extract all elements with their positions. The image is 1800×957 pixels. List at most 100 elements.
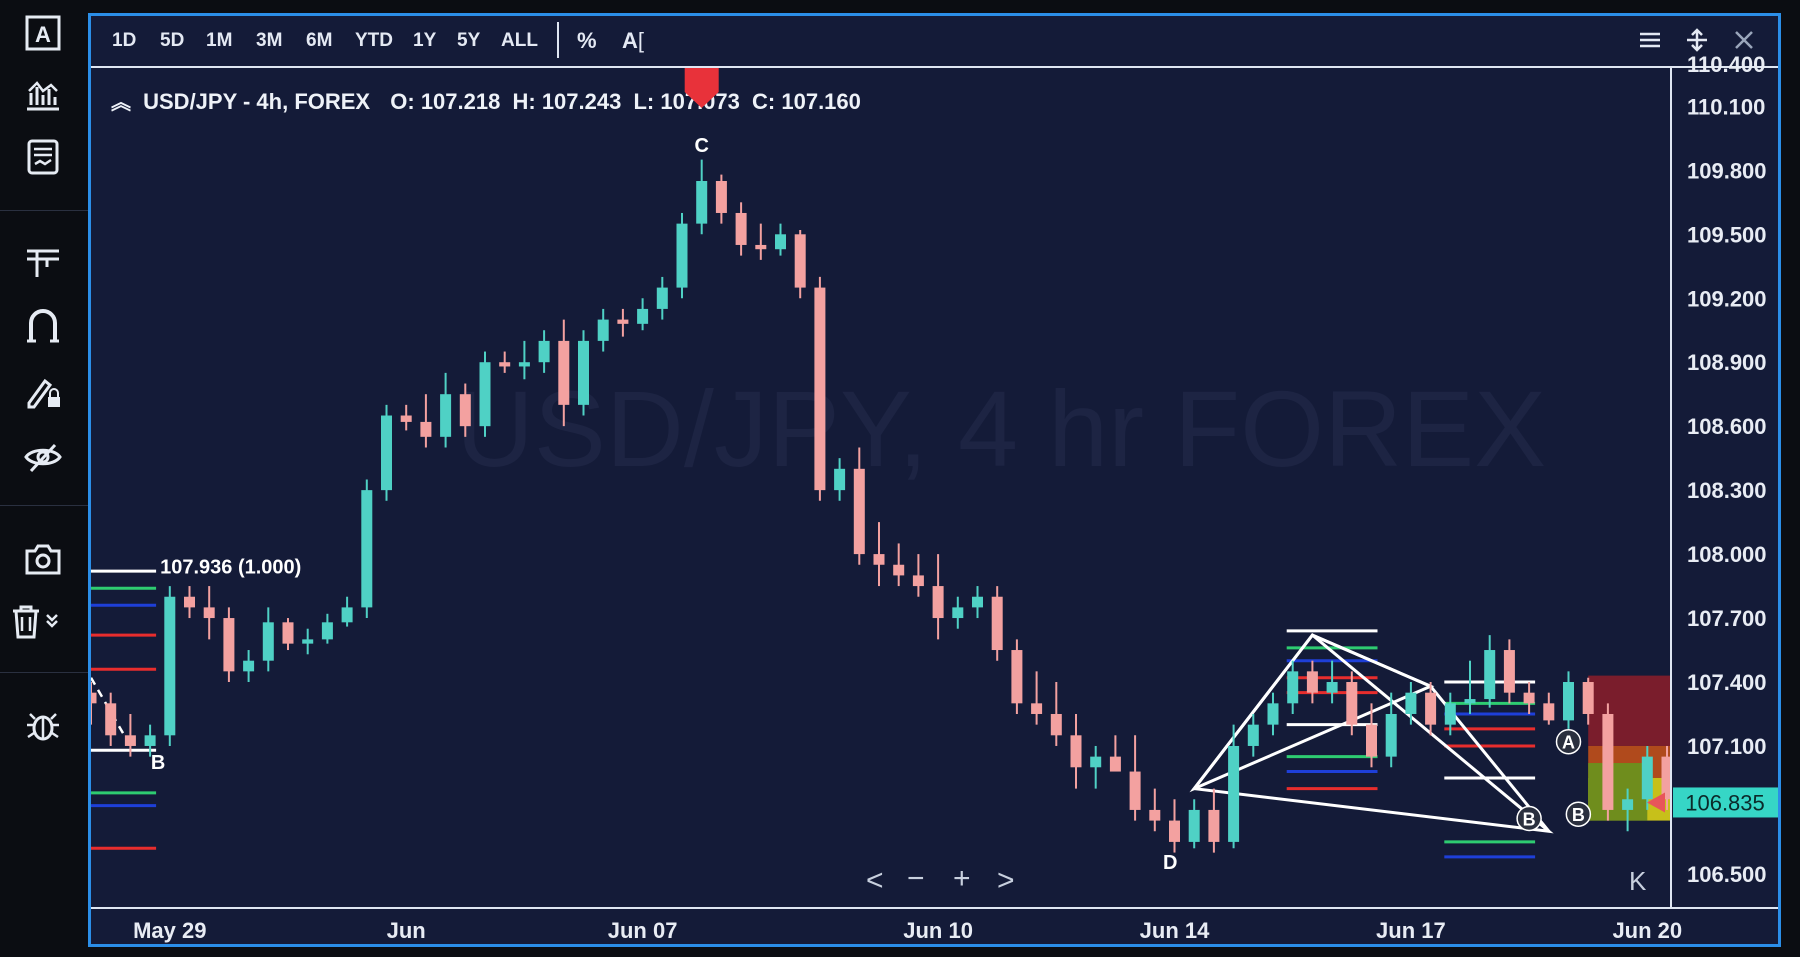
candle-body (1188, 809, 1200, 842)
price-tick-label: 109.500 (1687, 222, 1767, 247)
price-tick-label: 107.700 (1687, 606, 1767, 631)
price-tick-label: 108.900 (1687, 350, 1767, 375)
timeframe-5y[interactable]: 5Y (457, 30, 481, 51)
candle-body (715, 180, 727, 213)
harmonic-pattern-line (1189, 633, 1435, 793)
text-tool-icon[interactable]: A (14, 8, 72, 58)
open-value: 107.218 (420, 89, 501, 114)
pattern-point-c-label: C (694, 135, 708, 157)
candle-body (991, 596, 1003, 651)
candle-body (932, 586, 944, 619)
candle-body (1641, 756, 1653, 800)
trash-icon[interactable] (6, 596, 64, 646)
price-tick-label: 106.500 (1687, 862, 1767, 887)
candle-body (223, 618, 235, 672)
camera-icon[interactable] (14, 534, 72, 584)
time-tick-label: Jun (387, 918, 426, 943)
close-icon[interactable] (1730, 26, 1758, 54)
candle-body (775, 234, 786, 250)
candle-body (597, 319, 609, 341)
candle-body (912, 575, 924, 587)
candle-body (440, 394, 452, 437)
scroll-right-button[interactable]: > (997, 864, 1015, 897)
candle-body (637, 308, 649, 324)
timeframe-all[interactable]: ALL (501, 30, 538, 51)
candle-body (1622, 799, 1634, 810)
zoom-in-button[interactable]: + (953, 862, 971, 895)
text-style-button[interactable]: A[ (622, 28, 644, 54)
svg-text:A: A (35, 22, 51, 47)
fib-level-label: 107.936 (1.000) (160, 557, 301, 579)
indicators-icon[interactable] (14, 132, 72, 182)
timeframe-ytd[interactable]: YTD (355, 30, 393, 51)
candle-body (794, 234, 806, 288)
candle-body (814, 287, 826, 491)
candle-body (1582, 682, 1594, 714)
time-tick-label: May 29 (133, 918, 206, 943)
candle-body (1267, 703, 1279, 725)
low-label: L: (633, 89, 655, 114)
candle-body (321, 622, 333, 640)
timeframe-1m[interactable]: 1M (206, 30, 233, 51)
candle-body (1011, 650, 1023, 704)
chart-type-icon[interactable] (14, 70, 72, 120)
candle-body (1681, 788, 1693, 800)
pattern-point-badge (1516, 805, 1542, 832)
timeframe-1d[interactable]: 1D (112, 30, 137, 51)
percent-scale-button[interactable]: % (577, 28, 597, 53)
candle-body (1208, 809, 1220, 842)
bug-icon[interactable] (14, 700, 72, 750)
scroll-to-end-button[interactable]: K (1629, 866, 1647, 896)
symbol-title[interactable]: USD/JPY - 4h, FOREX (143, 89, 371, 114)
candle-body (1720, 788, 1732, 793)
open-label: O: (390, 89, 415, 114)
fib-zone-yellow (1588, 777, 1778, 821)
candle-body (184, 596, 195, 608)
harmonic-pattern-line (1311, 633, 1550, 833)
price-axis-panel (1671, 68, 1778, 908)
candle-body (203, 607, 215, 619)
timeframe-5d[interactable]: 5D (160, 30, 185, 51)
candle-body (1149, 809, 1161, 821)
candle-body (459, 394, 471, 427)
fullscreen-icon[interactable] (1683, 26, 1711, 54)
candle-body (1090, 756, 1102, 768)
candle-body (834, 468, 846, 491)
candle-body (696, 180, 708, 224)
fib-zone-orange (1588, 745, 1778, 778)
price-tick-label: 110.100 (1687, 94, 1765, 119)
menu-icon[interactable] (1636, 26, 1664, 54)
candle-body (499, 362, 511, 367)
text-cursor-icon: [ (637, 28, 645, 53)
price-tick-label: 109.200 (1687, 286, 1767, 311)
candle-body (1287, 671, 1299, 704)
candle-body (1563, 682, 1574, 721)
price-chart: USD/JPY, 4 hr FOREX 110.100 109.800 109.50… (91, 52, 1778, 943)
candle-body (755, 244, 767, 250)
price-tick-label: 107.100 (1687, 734, 1767, 759)
pattern-point-a-label: A (1562, 733, 1575, 753)
magnet-icon[interactable] (14, 300, 72, 350)
hide-drawings-icon[interactable] (14, 432, 72, 482)
candle-body (735, 212, 747, 245)
zoom-out-button[interactable]: − (907, 862, 925, 895)
line-tool-icon[interactable] (14, 236, 72, 286)
candle-body (262, 622, 274, 661)
collapse-legend-icon[interactable]: ︽ (111, 92, 131, 114)
candle-body (1523, 692, 1535, 704)
candle-body (1169, 820, 1180, 842)
candle-body (1543, 703, 1555, 721)
candle-body (91, 692, 97, 704)
timeframe-3m[interactable]: 3M (256, 30, 283, 51)
ohlc-legend: ︽ USD/JPY - 4h, FOREX O: 107.218 H: 107.… (111, 86, 861, 115)
timeframe-1y[interactable]: 1Y (413, 30, 437, 51)
candle-body (1700, 788, 1712, 793)
scroll-left-button[interactable]: < (866, 864, 884, 897)
harmonic-pattern-line (1191, 632, 1554, 834)
close-value: 107.160 (781, 89, 861, 114)
price-tick-label: 109.800 (1687, 158, 1767, 183)
timeframe-6m[interactable]: 6M (306, 30, 333, 51)
lock-drawing-icon[interactable] (14, 366, 72, 416)
time-tick-label: Jun 07 (608, 918, 678, 943)
candle-body (1031, 703, 1043, 714)
